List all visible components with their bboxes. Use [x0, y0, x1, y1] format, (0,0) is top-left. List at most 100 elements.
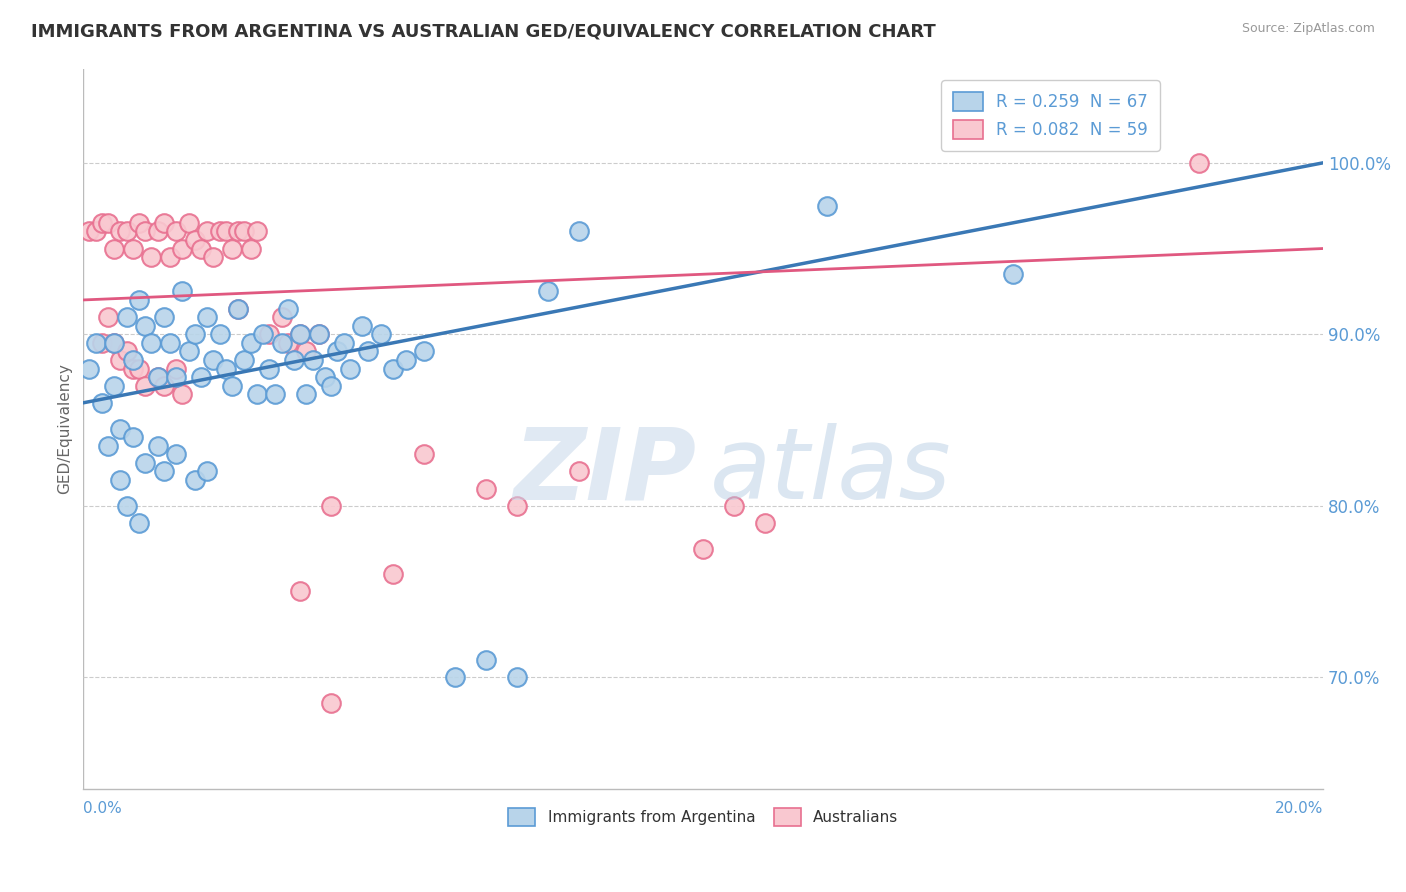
Point	[239, 335, 262, 350]
Point	[413, 447, 436, 461]
Point	[90, 335, 112, 350]
Point	[184, 473, 207, 487]
Point	[357, 344, 380, 359]
Point	[195, 310, 218, 324]
Point	[568, 224, 591, 238]
Point	[295, 344, 318, 359]
Point	[110, 421, 132, 435]
Point	[537, 285, 560, 299]
Point	[259, 361, 281, 376]
Point	[226, 301, 249, 316]
Point	[233, 224, 256, 238]
Point	[177, 344, 200, 359]
Point	[90, 216, 112, 230]
Text: 0.0%: 0.0%	[83, 802, 122, 816]
Point	[277, 301, 299, 316]
Point	[395, 353, 418, 368]
Point	[110, 473, 132, 487]
Point	[352, 318, 374, 333]
Point	[146, 370, 169, 384]
Point	[79, 361, 101, 376]
Point	[252, 327, 274, 342]
Point	[184, 233, 207, 247]
Point	[233, 353, 256, 368]
Point	[270, 335, 292, 350]
Point	[277, 335, 299, 350]
Point	[165, 370, 187, 384]
Point	[264, 387, 287, 401]
Point	[1002, 267, 1025, 281]
Point	[239, 242, 262, 256]
Point	[382, 361, 405, 376]
Point	[290, 327, 312, 342]
Point	[215, 361, 238, 376]
Point	[195, 464, 218, 478]
Point	[339, 361, 361, 376]
Point	[506, 670, 529, 684]
Point	[115, 344, 138, 359]
Point	[221, 378, 243, 392]
Point	[226, 301, 249, 316]
Point	[172, 387, 194, 401]
Point	[202, 353, 225, 368]
Point	[308, 327, 330, 342]
Text: atlas: atlas	[710, 423, 950, 520]
Point	[184, 327, 207, 342]
Point	[159, 335, 181, 350]
Point	[153, 216, 176, 230]
Point	[134, 318, 156, 333]
Point	[221, 242, 243, 256]
Point	[190, 242, 212, 256]
Point	[295, 387, 318, 401]
Point	[314, 370, 336, 384]
Point	[301, 353, 323, 368]
Point	[165, 361, 187, 376]
Point	[146, 370, 169, 384]
Point	[84, 224, 107, 238]
Point	[172, 242, 194, 256]
Point	[103, 242, 125, 256]
Point	[128, 516, 150, 530]
Point	[141, 250, 163, 264]
Point	[290, 327, 312, 342]
Point	[134, 378, 156, 392]
Point	[815, 199, 838, 213]
Text: ZIP: ZIP	[515, 423, 697, 520]
Point	[115, 224, 138, 238]
Point	[413, 344, 436, 359]
Point	[326, 344, 349, 359]
Point	[308, 327, 330, 342]
Point	[321, 696, 343, 710]
Point	[259, 327, 281, 342]
Point	[208, 224, 231, 238]
Point	[475, 482, 498, 496]
Point	[97, 216, 120, 230]
Point	[246, 224, 269, 238]
Point	[146, 439, 169, 453]
Point	[1188, 156, 1211, 170]
Point	[146, 224, 169, 238]
Point	[97, 310, 120, 324]
Point	[159, 250, 181, 264]
Point	[153, 378, 176, 392]
Point	[122, 242, 145, 256]
Point	[215, 224, 238, 238]
Point	[370, 327, 392, 342]
Point	[321, 499, 343, 513]
Text: 20.0%: 20.0%	[1275, 802, 1323, 816]
Point	[692, 541, 714, 556]
Point	[290, 584, 312, 599]
Point	[226, 224, 249, 238]
Point	[122, 430, 145, 444]
Point	[141, 335, 163, 350]
Point	[103, 335, 125, 350]
Point	[246, 387, 269, 401]
Point	[195, 224, 218, 238]
Point	[110, 353, 132, 368]
Point	[134, 456, 156, 470]
Point	[382, 567, 405, 582]
Point	[165, 447, 187, 461]
Point	[110, 224, 132, 238]
Point	[190, 370, 212, 384]
Point	[321, 378, 343, 392]
